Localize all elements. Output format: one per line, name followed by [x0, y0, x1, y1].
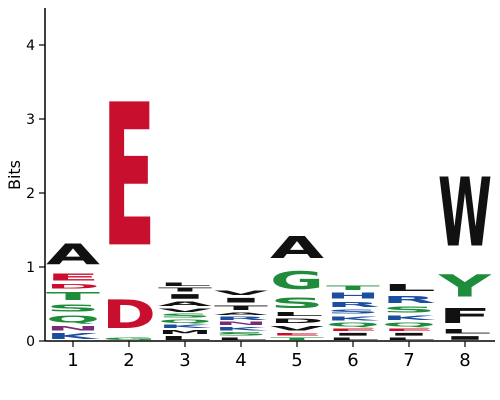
- logo-letter: L: [158, 335, 212, 341]
- x-tick-label: 4: [235, 350, 246, 371]
- logo-letter: K: [326, 315, 381, 322]
- logo-letter: I: [326, 332, 380, 336]
- logo-letter: E: [102, 63, 156, 291]
- logo-letter: K: [158, 324, 213, 329]
- logo-letter: I: [214, 297, 268, 304]
- logo-letter: T: [46, 290, 101, 302]
- logo-letter: E: [326, 328, 380, 332]
- logo-letter: S: [382, 306, 436, 315]
- logo-letter: I: [382, 332, 436, 336]
- logo-letter: R: [382, 294, 436, 306]
- x-tick-label: 1: [67, 350, 78, 371]
- logo-letter: I: [438, 335, 492, 341]
- logo-letter: T: [214, 304, 268, 311]
- logo-letter: T: [270, 337, 324, 341]
- logo-letter: N: [46, 325, 100, 332]
- logo-letter: S: [214, 331, 268, 336]
- logo-letter: S: [46, 302, 100, 313]
- logo-letter: K: [382, 314, 437, 321]
- logo-letter: V: [158, 308, 212, 313]
- logo-letter: Q: [46, 314, 100, 325]
- logo-letter: G: [102, 337, 156, 341]
- logo-letter: Q: [326, 322, 380, 328]
- logo-letter: S: [270, 295, 324, 311]
- logo-letter: S: [326, 308, 380, 315]
- logo-letter: A: [214, 311, 268, 315]
- logo-letter: E: [270, 332, 324, 336]
- logo-letter: I: [158, 293, 212, 300]
- y-axis-ticks: 0 1 2 3 4: [26, 38, 45, 350]
- x-tick-label: 5: [291, 350, 302, 371]
- logo-letter-stacks: KNQSTDEAGDELMKQSVAITLLSKNRATIVTEVDLSGALI…: [46, 63, 492, 341]
- logo-letter: A: [270, 230, 324, 266]
- logo-letter: S: [158, 313, 212, 319]
- logo-letter: T: [158, 287, 212, 293]
- logo-letter: E: [46, 272, 100, 283]
- logo-letter: K: [214, 326, 269, 331]
- logo-letter: L: [382, 337, 436, 341]
- y-tick-label: 3: [26, 112, 35, 128]
- logo-letter: D: [102, 291, 156, 337]
- logo-letter: L: [214, 337, 268, 341]
- logo-letter: Q: [382, 322, 436, 328]
- logo-letter: Y: [437, 269, 492, 304]
- x-tick-label: 6: [347, 350, 358, 371]
- logo-letter: K: [46, 332, 101, 341]
- logo-letter: H: [326, 291, 380, 300]
- x-tick-label: 2: [123, 350, 134, 371]
- logo-letter: L: [382, 282, 436, 294]
- x-tick-label: 8: [459, 350, 470, 371]
- y-axis-label: Bits: [5, 160, 24, 190]
- logo-letter: L: [270, 311, 324, 317]
- y-tick-label: 0: [26, 334, 35, 350]
- logo-letter: M: [158, 329, 212, 335]
- logo-letter: G: [270, 266, 324, 295]
- logo-letter: D: [46, 283, 100, 290]
- logo-letter: A: [46, 238, 100, 271]
- logo-letter: E: [382, 328, 436, 332]
- y-tick-label: 1: [26, 260, 35, 276]
- logo-letter: L: [158, 282, 212, 287]
- logo-letter: D: [270, 317, 324, 324]
- logo-letter: W: [438, 158, 492, 269]
- x-tick-label: 3: [179, 350, 190, 371]
- logo-letter: T: [326, 284, 380, 291]
- logo-letter: L: [438, 328, 492, 335]
- logo-letter: R: [326, 300, 380, 308]
- x-axis-ticks: 1 2 3 4 5 6 7 8: [67, 341, 471, 371]
- x-tick-label: 7: [403, 350, 414, 371]
- logo-letter: V: [214, 289, 269, 296]
- logo-letter: A: [158, 300, 213, 307]
- logo-letter: V: [270, 325, 325, 332]
- y-tick-label: 4: [26, 38, 35, 54]
- y-tick-label: 2: [26, 186, 35, 202]
- logo-letter: L: [326, 337, 380, 341]
- logo-letter: F: [438, 304, 492, 328]
- logo-letter: N: [214, 321, 268, 326]
- logo-letter: Q: [158, 319, 212, 324]
- logo-letter: R: [214, 316, 268, 321]
